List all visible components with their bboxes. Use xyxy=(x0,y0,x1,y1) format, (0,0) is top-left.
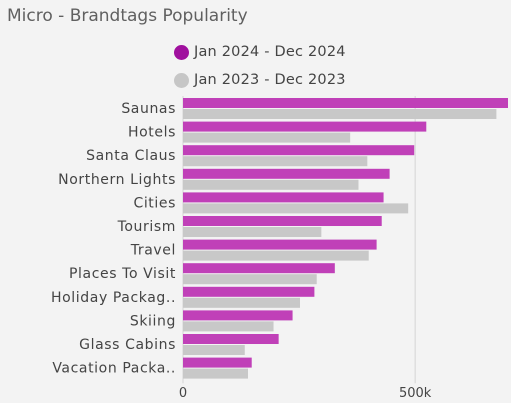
bar-2024-2 xyxy=(183,145,415,156)
legend-dot-2024 xyxy=(174,44,189,60)
legend-label-2024: Jan 2024 - Dec 2024 xyxy=(194,44,346,60)
category-label-11: Vacation Packa.. xyxy=(52,361,176,377)
bar-2024-7 xyxy=(183,263,335,274)
category-label-6: Travel xyxy=(130,243,176,259)
bar-2023-6 xyxy=(183,250,369,261)
bar-2023-5 xyxy=(183,227,322,237)
bar-2023-10 xyxy=(183,345,245,355)
bar-2023-8 xyxy=(183,297,300,308)
category-label-7: Places To Visit xyxy=(69,266,176,282)
bar-2024-9 xyxy=(183,310,293,321)
x-tick-label-0: 0 xyxy=(179,386,187,401)
bar-2024-0 xyxy=(183,98,508,108)
bar-2023-9 xyxy=(183,321,274,332)
bar-2023-11 xyxy=(183,368,248,379)
bar-2024-10 xyxy=(183,334,279,344)
chart-title: Micro - Brandtags Popularity xyxy=(7,6,248,26)
legend: Jan 2024 - Dec 2024 Jan 2023 - Dec 2023 xyxy=(174,38,346,94)
bar-2024-6 xyxy=(183,239,377,250)
category-label-1: Hotels xyxy=(128,125,176,141)
category-label-5: Tourism xyxy=(117,219,176,235)
bar-2024-8 xyxy=(183,286,315,297)
bar-2023-3 xyxy=(183,179,359,190)
legend-item-2024[interactable]: Jan 2024 - Dec 2024 xyxy=(174,38,346,66)
legend-label-2023: Jan 2023 - Dec 2023 xyxy=(194,72,346,88)
category-label-0: Saunas xyxy=(121,101,176,117)
category-label-9: Skiing xyxy=(130,313,176,329)
category-label-10: Glass Cabins xyxy=(79,337,176,353)
category-label-8: Holiday Packag.. xyxy=(51,290,176,306)
bar-2024-11 xyxy=(183,357,252,368)
category-label-4: Cities xyxy=(133,195,176,211)
bar-2024-1 xyxy=(183,121,427,132)
bar-2023-0 xyxy=(183,109,497,119)
bar-2023-2 xyxy=(183,156,368,167)
category-label-3: Northern Lights xyxy=(58,172,176,188)
legend-dot-2023 xyxy=(174,72,189,88)
bar-2024-5 xyxy=(183,216,382,226)
legend-item-2023[interactable]: Jan 2023 - Dec 2023 xyxy=(174,66,346,94)
bar-2023-1 xyxy=(183,132,351,143)
x-tick-label-1: 500k xyxy=(399,386,432,401)
bar-2024-3 xyxy=(183,168,390,179)
bar-2024-4 xyxy=(183,192,384,203)
bar-2023-7 xyxy=(183,274,317,285)
bar-2023-4 xyxy=(183,203,409,214)
category-label-2: Santa Claus xyxy=(86,148,176,164)
